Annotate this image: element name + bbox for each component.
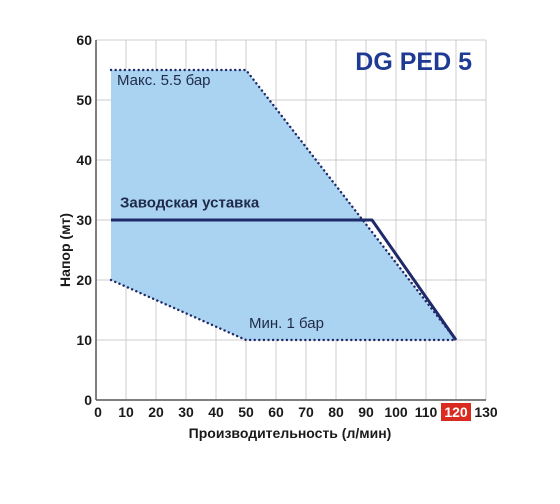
x-tick-label: 10 xyxy=(118,404,134,420)
y-tick-label: 30 xyxy=(76,212,92,228)
y-tick-label: 20 xyxy=(76,272,92,288)
x-tick-label: 70 xyxy=(298,404,314,420)
series-line-2 xyxy=(111,218,458,341)
annotation-0: Макс. 5.5 бар xyxy=(117,72,211,89)
x-tick-highlight xyxy=(441,403,471,421)
annotation-2: Мин. 1 бар xyxy=(249,315,324,332)
series-line-0 xyxy=(109,68,458,342)
x-tick-label: 110 xyxy=(415,404,438,420)
x-tick-label: 20 xyxy=(148,404,164,420)
x-axis-title: Производительность (л/мин) xyxy=(189,425,392,441)
y-axis-title: Напор (мт) xyxy=(57,213,73,287)
chart-title: DG PED 5 xyxy=(355,48,472,76)
x-tick-label: 40 xyxy=(208,404,224,420)
y-tick-label: 40 xyxy=(76,152,92,168)
x-tick-label: 130 xyxy=(474,404,498,420)
annotations: Макс. 5.5 бар Заводская уставка Мин. 1 бар xyxy=(117,72,324,332)
series-line-1 xyxy=(109,278,458,342)
x-tick-label: 50 xyxy=(238,404,254,420)
y-tick-label: 60 xyxy=(76,32,92,48)
x-tick-label: 60 xyxy=(268,404,284,420)
operating-area-layer xyxy=(111,70,456,340)
x-tick-label: 90 xyxy=(358,404,374,420)
y-tick-label: 10 xyxy=(76,332,92,348)
x-tick-label: 80 xyxy=(328,404,344,420)
tick-labels: 0 10 20 30 40 50 60 70 80 90 100 110 120 130 0 10 20 30 40… xyxy=(76,32,498,421)
axes xyxy=(95,40,486,401)
x-tick-label: 100 xyxy=(384,404,408,420)
series-layer xyxy=(109,68,458,342)
y-tick-label: 50 xyxy=(76,92,92,108)
x-tick-label: 120 xyxy=(444,404,468,420)
x-tick-label: 30 xyxy=(178,404,194,420)
operating-area xyxy=(111,70,456,340)
y-tick-label: 0 xyxy=(84,392,92,408)
annotation-1: Заводская уставка xyxy=(120,194,260,211)
x-tick-label: 0 xyxy=(94,404,102,420)
